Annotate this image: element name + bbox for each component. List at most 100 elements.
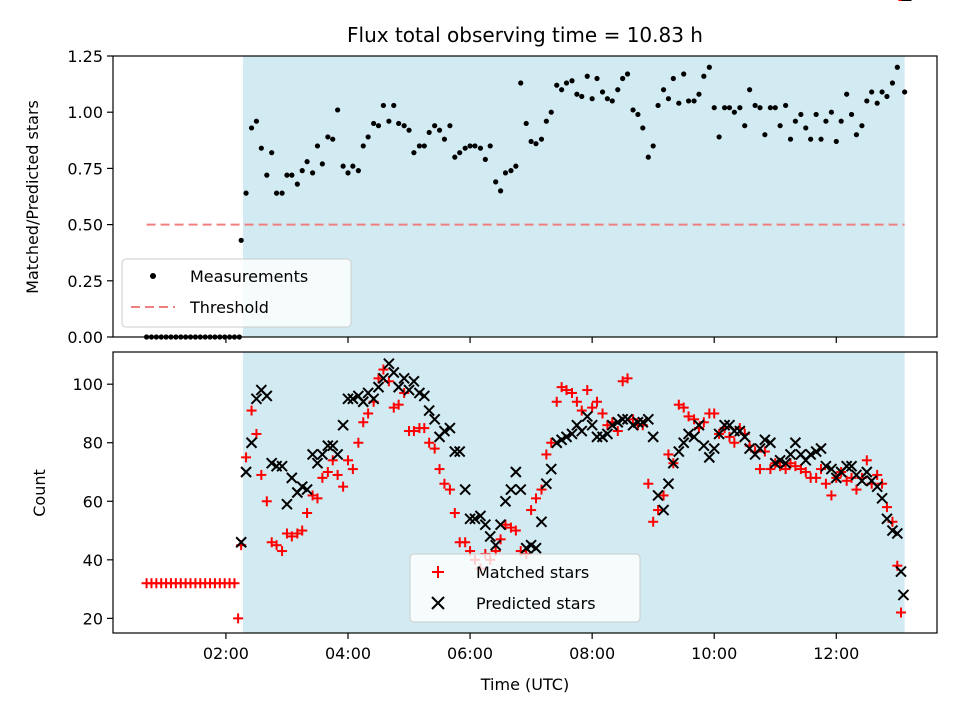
- measurement-point: [798, 111, 804, 118]
- measurement-point: [569, 78, 575, 84]
- measurement-point: [355, 168, 361, 174]
- predicted-star-point: [377, 372, 390, 385]
- predicted-star-point: [601, 428, 614, 440]
- measurement-point: [777, 123, 783, 129]
- measurement-point: [655, 102, 661, 109]
- measurement-point: [833, 138, 839, 145]
- predicted-star-point: [586, 419, 598, 431]
- measurement-point: [350, 163, 356, 169]
- matched-star-point: [419, 423, 430, 434]
- measurement-point: [818, 136, 824, 142]
- predicted-star-point: [566, 428, 578, 440]
- matched-star-point: [429, 443, 440, 454]
- predicted-star-point: [845, 460, 858, 472]
- measurement-point: [574, 91, 580, 97]
- measurement-point: [487, 143, 493, 149]
- predicted-star-point: [667, 457, 680, 469]
- matched-star-point: [536, 484, 547, 495]
- matched-star-point: [229, 578, 240, 589]
- predicted-star-point: [276, 460, 288, 472]
- measurement-point: [808, 136, 814, 142]
- measurement-point: [421, 143, 427, 149]
- matched-star-point: [338, 481, 349, 492]
- bottom-y-tick-label: 80: [83, 434, 103, 453]
- matched-star-point: [780, 464, 791, 475]
- top-y-tick-label: 0.00: [67, 328, 103, 347]
- measurement-point: [462, 145, 468, 151]
- predicted-star-point: [764, 437, 777, 449]
- measurement-point: [447, 123, 453, 129]
- predicted-star-point: [494, 518, 507, 531]
- matched-star-point: [683, 411, 694, 422]
- measurement-point: [624, 71, 631, 77]
- matched-star-point: [297, 525, 308, 536]
- predicted-star-point: [530, 542, 542, 554]
- predicted-star-point: [540, 478, 553, 490]
- top-axes-frame: [112, 55, 938, 338]
- measurement-point: [681, 71, 687, 77]
- measurement-point: [584, 73, 590, 79]
- predicted-star-point: [505, 483, 517, 496]
- x-tick-label: 10:00: [691, 644, 737, 663]
- measurement-points: [143, 64, 908, 340]
- predicted-star-point: [774, 454, 786, 467]
- matched-star-point: [790, 461, 801, 472]
- predicted-star-point: [545, 463, 557, 475]
- matched-star-point: [424, 437, 435, 448]
- measurement-point: [742, 123, 748, 129]
- top-panel: 0.00 0.25 0.50 0.75 1.00 1.25 Matched/Predict…: [23, 47, 938, 347]
- measurement-point: [803, 125, 809, 131]
- predicted-star-point: [388, 366, 400, 379]
- matched-star-point: [597, 408, 608, 419]
- measurement-point: [554, 82, 560, 88]
- predicted-star-point: [703, 451, 716, 464]
- predicted-star-point: [560, 431, 573, 443]
- bottom-y-tick-label: 60: [83, 492, 103, 511]
- matched-star-point: [820, 478, 831, 489]
- predicted-star-point: [662, 478, 675, 490]
- matched-star-point: [393, 399, 404, 410]
- x-tick-label: 12:00: [813, 644, 859, 663]
- measurement-point: [238, 237, 244, 243]
- predicted-star-point: [418, 390, 430, 402]
- measurement-point: [457, 150, 463, 156]
- predicted-star-point: [392, 381, 405, 393]
- matched-star-point: [353, 437, 364, 448]
- predicted-star-point: [372, 381, 385, 393]
- measurement-point: [386, 118, 392, 124]
- predicted-star-point: [261, 390, 273, 402]
- predicted-star-point: [510, 466, 522, 478]
- x-tick-label: 02:00: [203, 644, 249, 663]
- matched-star-point: [592, 396, 603, 407]
- measurement-point: [319, 161, 325, 167]
- predicted-star-point: [449, 445, 461, 458]
- measurement-point: [432, 123, 438, 129]
- predicted-star-point: [739, 431, 751, 443]
- predicted-star-point: [383, 358, 395, 370]
- measurement-point: [528, 138, 534, 145]
- measurement-point: [874, 100, 880, 106]
- matched-star-point: [895, 607, 906, 618]
- measurement-point: [543, 118, 549, 124]
- predicted-star-point: [235, 536, 247, 548]
- measurement-point: [441, 136, 448, 142]
- predicted-star-point: [784, 448, 797, 461]
- top-y-tick-label: 1.25: [67, 47, 103, 66]
- predicted-star-point: [484, 530, 496, 543]
- matched-star-point: [500, 519, 511, 530]
- predicted-star-point: [759, 434, 771, 446]
- predicted-star-point: [652, 489, 664, 502]
- matched-star-point: [277, 546, 288, 557]
- predicted-star-point: [479, 518, 492, 531]
- predicted-star-point: [357, 396, 369, 408]
- measurement-point: [538, 136, 545, 142]
- matched-star-point: [643, 478, 654, 489]
- measurement-point: [371, 120, 377, 127]
- measurement-point: [314, 143, 321, 149]
- measurement-point: [670, 75, 676, 82]
- measurement-point: [706, 64, 712, 70]
- predicted-star-point: [403, 384, 415, 396]
- predicted-star-point: [367, 393, 380, 405]
- matched-star-point: [612, 426, 623, 437]
- measurement-point: [869, 89, 875, 95]
